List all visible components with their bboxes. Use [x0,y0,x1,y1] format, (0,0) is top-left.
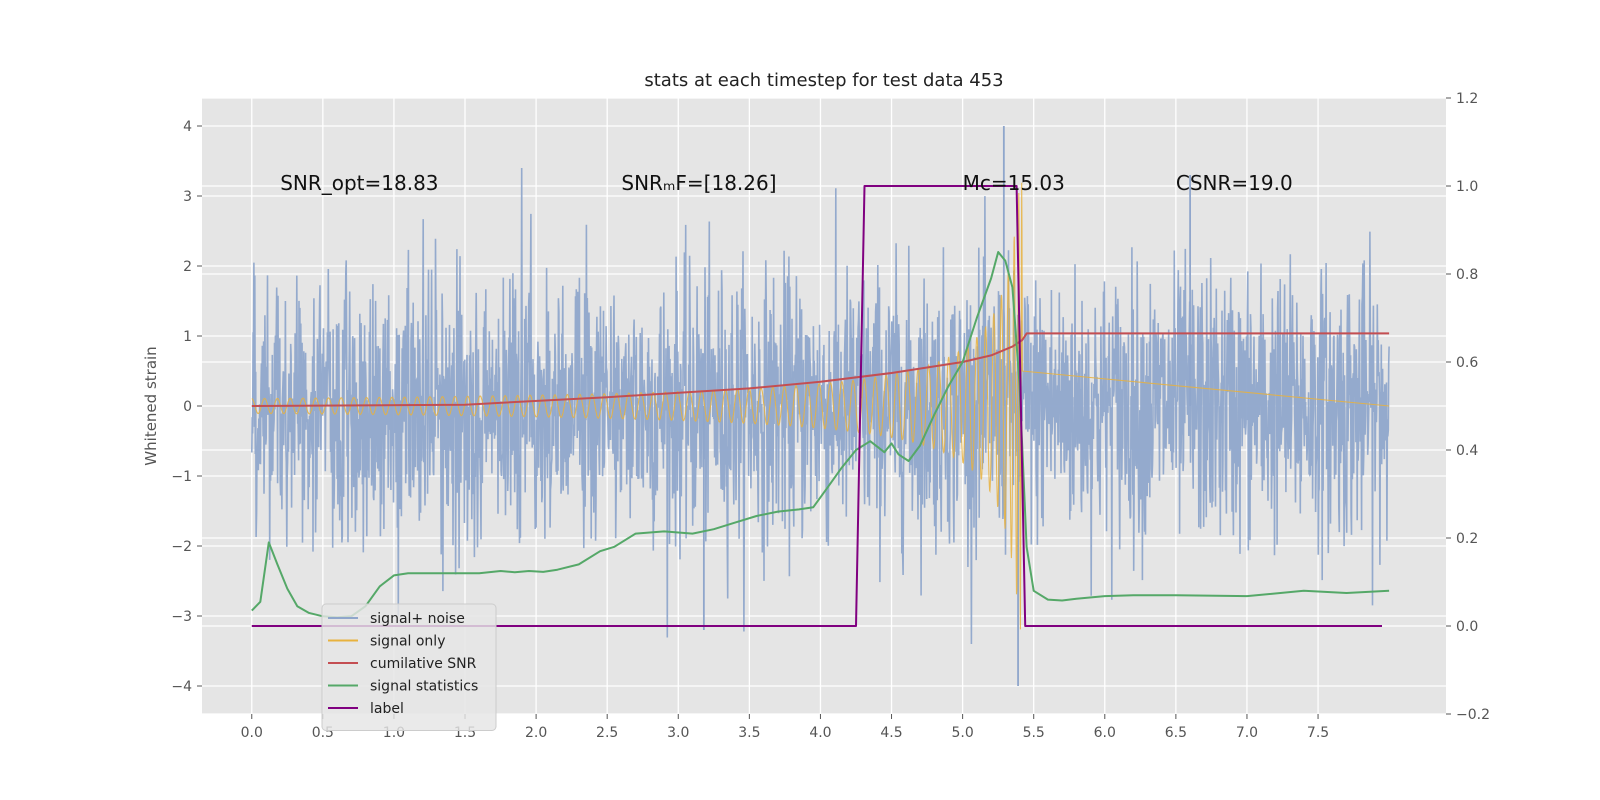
y2-tick-label: 0.0 [1456,619,1478,635]
x-tick-label: 7.0 [1236,725,1258,741]
series-signal-only [251,182,1390,630]
x-tick-label: 4.0 [809,725,831,741]
x-tick-label: 5.5 [1023,725,1045,741]
y2-tick-label: 1.2 [1456,91,1478,107]
y-axis-label: Whitened strain [142,346,160,465]
grid [202,97,1446,715]
series-signal-noise [251,167,1390,645]
legend-label: signal+ noise [370,611,465,627]
y-tick-label: 2 [183,259,192,275]
y2-tick-label: 0.2 [1456,531,1478,547]
legend-label: label [370,701,404,717]
y2-tick-label: 1.0 [1456,179,1478,195]
y2-tick-label: 0.6 [1456,355,1478,371]
annotations: SNR_opt=18.83 SNRₘF=[18.26] Mᴄ=15.03 CSNR=1… [280,171,1292,195]
y-tick-label: 3 [183,189,192,205]
y-tick-label: −2 [171,539,192,555]
y-tick-label: 1 [183,329,192,345]
legend-label: signal only [370,634,445,650]
series-cumilative-snr [251,332,1390,407]
x-tick-label: 3.5 [738,725,760,741]
x-tick-label: 2.5 [596,725,618,741]
x-tick-label: 7.5 [1307,725,1329,741]
x-tick-label: 4.5 [880,725,902,741]
y-tick-label: −1 [171,469,192,485]
legend: signal+ noise signal only cumilative SNR si… [321,603,497,731]
y2-tick-label: 0.8 [1456,267,1478,283]
annotation-text: SNRₘF=[18.26] [621,171,776,195]
x-tick-label: 2.0 [525,725,547,741]
x-tick-label: 3.0 [667,725,689,741]
legend-label: cumilative SNR [370,656,477,672]
axes: 0.0 0.5 1.0 1.5 2.0 2.5 3.0 3.5 4.0 4.5 5.0 5.5 6.0 6… [171,91,1490,741]
y2-tick-label: 0.4 [1456,443,1478,459]
annotation-text: SNR_opt=18.83 [280,171,438,195]
y-tick-label: 4 [183,119,192,135]
annotation-text: CSNR=19.0 [1176,171,1293,195]
chart-title: stats at each timestep for test data 453 [644,70,1003,91]
x-tick-label: 5.0 [951,725,973,741]
x-tick-label: 6.0 [1094,725,1116,741]
y2-tick-label: −0.2 [1456,707,1490,723]
y-tick-label: −3 [171,609,192,625]
series-label [251,185,1382,627]
legend-box [321,603,497,731]
legend-label: signal statistics [370,679,478,695]
y-tick-label: 0 [183,399,192,415]
y-tick-label: −4 [171,679,192,695]
series-layer [251,126,1390,686]
series-signal-statistics [251,251,1390,619]
x-tick-label: 0.0 [241,725,263,741]
annotation-text: Mᴄ=15.03 [963,171,1065,195]
x-tick-label: 6.5 [1165,725,1187,741]
